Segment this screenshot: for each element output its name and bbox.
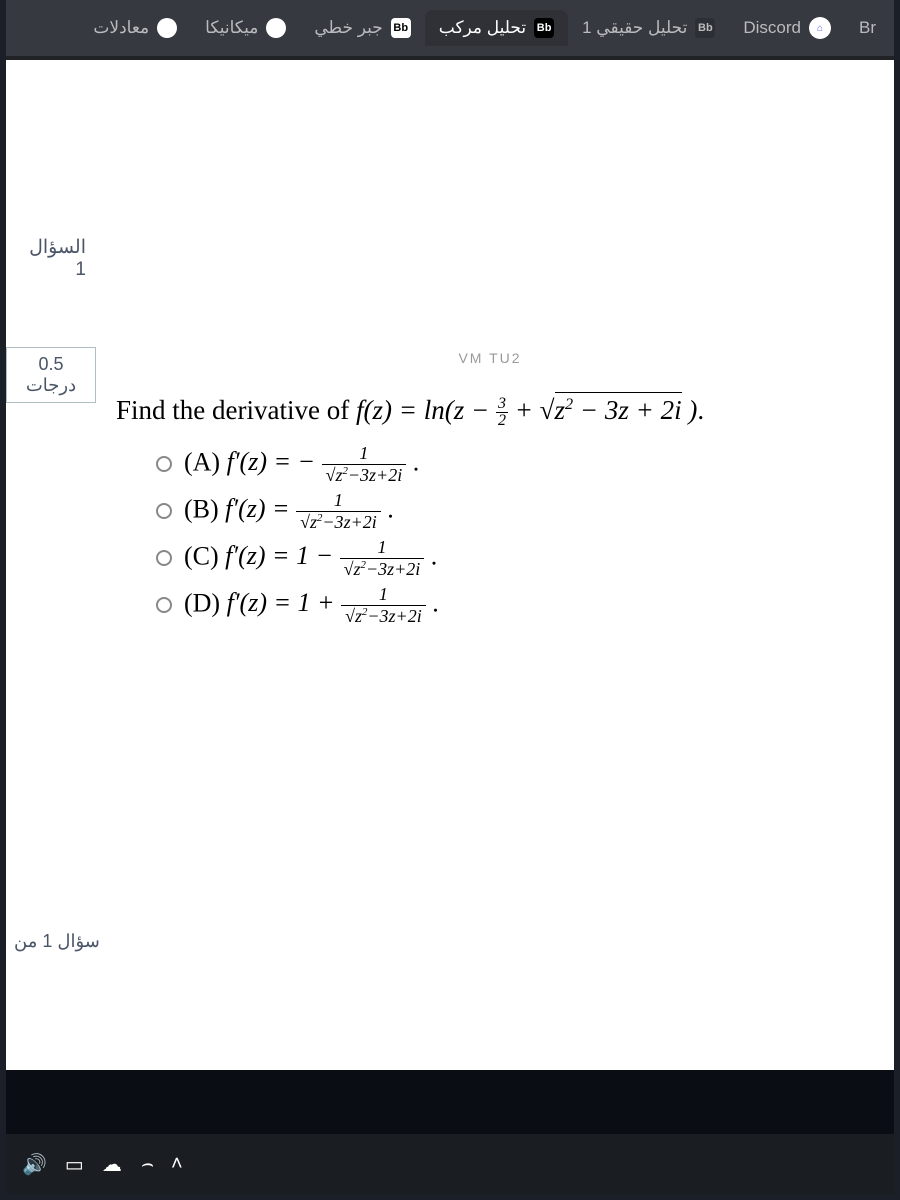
frac-num: 1 [340, 537, 425, 559]
frac-num: 1 [296, 490, 381, 512]
points-box: 0.5 درجات [6, 347, 96, 403]
frac-num: 1 [322, 443, 407, 465]
tab-label: Br [859, 18, 876, 38]
tab-real-analysis[interactable]: Bb تحليل حقيقي 1 [568, 10, 729, 46]
content-area: السؤال 1 0.5 درجات VM TU2 Find the deriv… [6, 60, 894, 1070]
dot: . [697, 395, 704, 425]
sound-icon[interactable]: 🔊 [22, 1152, 47, 1177]
option-letter: (A) [184, 447, 220, 476]
frac-num: 3 [496, 396, 508, 413]
battery-icon[interactable]: ▭ [65, 1152, 84, 1177]
radio-icon[interactable] [156, 597, 172, 613]
dot: . [431, 541, 438, 570]
browser-tab-bar: Br ⌂ Discord Bb تحليل حقيقي 1 Bb تحليل م… [6, 0, 894, 56]
blackboard-icon: Bb [695, 18, 715, 38]
web-icon [266, 18, 286, 38]
wifi-icon[interactable]: ⌢ [140, 1153, 153, 1176]
tab-label: ميكانيكا [205, 18, 258, 38]
web-icon [157, 18, 177, 38]
dot: . [432, 588, 439, 617]
blackboard-icon: Bb [391, 18, 411, 38]
tab-equations[interactable]: معادلات [79, 10, 191, 46]
option-b-text: (B) f′(z) = 1√z2−3z+2i . [184, 490, 394, 533]
radio-icon[interactable] [156, 503, 172, 519]
options-list: (A) f′(z) = − 1√z2−3z+2i . (B) f′(z) = 1… [156, 443, 864, 627]
prompt-prefix: Find the derivative of [116, 395, 356, 425]
option-letter: (C) [184, 541, 219, 570]
option-c-text: (C) f′(z) = 1 − 1√z2−3z+2i . [184, 537, 437, 580]
tab-label: معادلات [93, 18, 149, 38]
option-a[interactable]: (A) f′(z) = − 1√z2−3z+2i . [156, 443, 864, 486]
option-a-text: (A) f′(z) = − 1√z2−3z+2i . [184, 443, 419, 486]
frac-den: 2 [496, 413, 508, 429]
windows-taskbar: 🔊 ▭ ☁ ⌢ ˄ [6, 1134, 894, 1194]
tab-br[interactable]: Br [845, 10, 890, 46]
option-c[interactable]: (C) f′(z) = 1 − 1√z2−3z+2i . [156, 537, 864, 580]
tab-discord[interactable]: ⌂ Discord [729, 9, 845, 47]
question-prompt: Find the derivative of f(z) = ln(z − 32 … [116, 386, 864, 435]
dot: . [413, 447, 420, 476]
option-b[interactable]: (B) f′(z) = 1√z2−3z+2i . [156, 490, 864, 533]
vm-label: VM TU2 [116, 350, 864, 366]
chevron-up-icon[interactable]: ˄ [171, 1153, 183, 1176]
tab-mechanics[interactable]: ميكانيكا [191, 10, 300, 46]
frac-num: 1 [341, 584, 426, 606]
tab-label: تحليل حقيقي 1 [582, 18, 687, 38]
question-number-label: السؤال 1 [6, 230, 96, 287]
question-box: VM TU2 Find the derivative of f(z) = ln(… [106, 340, 874, 641]
radio-icon[interactable] [156, 550, 172, 566]
dot: . [387, 494, 394, 523]
discord-icon: ⌂ [809, 17, 831, 39]
prev-question-link[interactable]: سؤال 1 من [6, 923, 108, 960]
tab-complex-analysis[interactable]: Bb تحليل مركب [425, 10, 568, 46]
option-letter: (D) [184, 588, 220, 617]
radio-icon[interactable] [156, 456, 172, 472]
question-sidebar: السؤال 1 0.5 درجات [6, 230, 96, 403]
option-letter: (B) [184, 494, 219, 523]
tab-label: تحليل مركب [439, 18, 526, 38]
cloud-icon[interactable]: ☁ [102, 1152, 122, 1177]
blackboard-icon: Bb [534, 18, 554, 38]
tab-linear-algebra[interactable]: Bb جبر خطي [300, 10, 424, 46]
tab-label: جبر خطي [314, 18, 382, 38]
option-d-text: (D) f′(z) = 1 + 1√z2−3z+2i . [184, 584, 439, 627]
option-d[interactable]: (D) f′(z) = 1 + 1√z2−3z+2i . [156, 584, 864, 627]
tab-label: Discord [743, 18, 801, 38]
